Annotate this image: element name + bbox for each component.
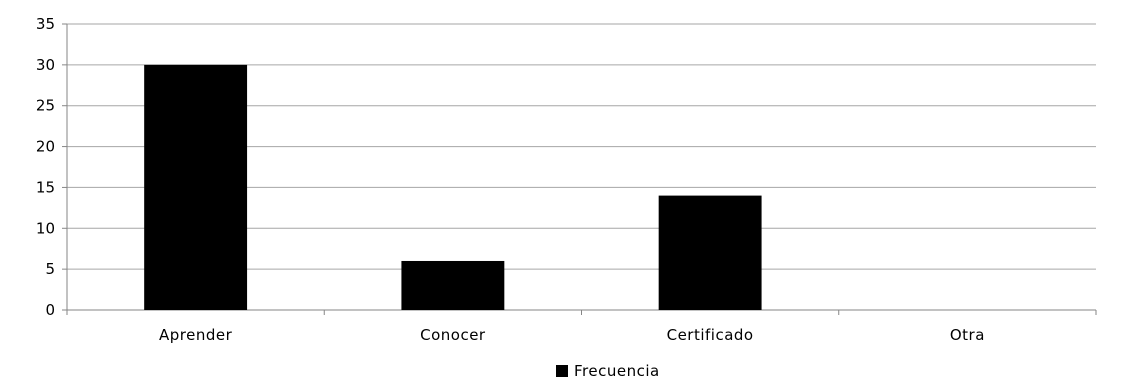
y-tick-label: 5	[45, 260, 55, 278]
y-tick-label: 30	[36, 56, 55, 74]
legend-swatch-frecuencia	[556, 365, 568, 377]
x-tick-label: Conocer	[420, 326, 486, 344]
y-tick-label: 20	[36, 138, 55, 156]
bar-aprender	[144, 64, 248, 310]
bar-certificado	[658, 195, 762, 310]
legend-label-frecuencia: Frecuencia	[574, 362, 660, 378]
y-tick-label: 15	[36, 178, 55, 196]
x-tick-label: Otra	[950, 326, 985, 344]
y-axis: 0 5 10 15 20 25 30 35	[36, 15, 68, 319]
x-tick-label: Aprender	[159, 326, 233, 344]
x-axis: Aprender Conocer Certificado Otra	[66, 309, 1097, 344]
y-tick-label: 25	[36, 97, 55, 115]
bars	[144, 64, 762, 310]
y-tick-label: 0	[45, 301, 55, 319]
y-tick-label: 35	[36, 15, 55, 33]
bar-conocer	[401, 260, 505, 310]
legend: Frecuencia	[556, 362, 660, 378]
y-tick-label: 10	[36, 219, 55, 237]
x-tick-label: Certificado	[667, 326, 754, 344]
